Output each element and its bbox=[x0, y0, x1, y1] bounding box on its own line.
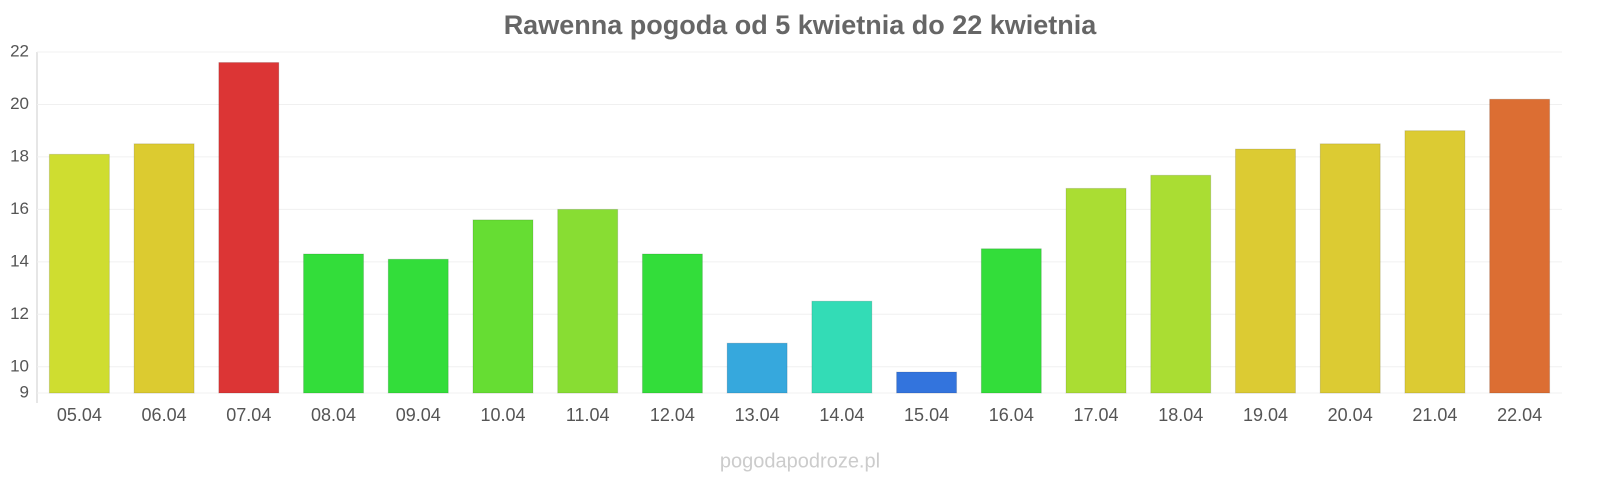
x-tick-label: 22.04 bbox=[1497, 405, 1542, 425]
x-tick-label: 09.04 bbox=[396, 405, 441, 425]
x-tick-label: 14.04 bbox=[819, 405, 864, 425]
x-tick-label: 11.04 bbox=[566, 405, 610, 425]
bar bbox=[557, 208, 619, 394]
x-tick-label: 16.04 bbox=[989, 405, 1034, 425]
x-tick-label: 15.04 bbox=[904, 405, 949, 425]
bar bbox=[48, 153, 110, 394]
x-tick-label: 08.04 bbox=[311, 405, 356, 425]
bar bbox=[980, 248, 1042, 394]
y-tick-label: 18 bbox=[10, 146, 29, 165]
x-tick-label: 07.04 bbox=[226, 405, 271, 425]
x-tick-label: 21.04 bbox=[1412, 405, 1457, 425]
x-tick-label: 05.04 bbox=[57, 405, 102, 425]
bar bbox=[896, 371, 958, 394]
bar bbox=[218, 61, 280, 394]
bar bbox=[387, 258, 449, 394]
bar bbox=[472, 219, 534, 394]
x-tick-label: 06.04 bbox=[142, 405, 187, 425]
y-tick-label: 14 bbox=[10, 251, 29, 270]
y-tick-label: 9 bbox=[20, 382, 29, 401]
y-tick-label: 12 bbox=[10, 304, 29, 323]
chart-title: Rawenna pogoda od 5 kwietnia do 22 kwiet… bbox=[504, 10, 1098, 40]
source: pogodapodroze.pl bbox=[720, 450, 880, 472]
bar bbox=[1319, 143, 1381, 394]
bar bbox=[1404, 130, 1466, 394]
bar bbox=[1234, 148, 1296, 394]
y-tick-label: 10 bbox=[10, 356, 29, 375]
x-tick-label: 13.04 bbox=[735, 405, 780, 425]
x-tick-label: 17.04 bbox=[1074, 405, 1119, 425]
x-tick-label: 20.04 bbox=[1328, 405, 1373, 425]
y-tick-label: 20 bbox=[10, 94, 29, 113]
bar bbox=[1065, 187, 1127, 394]
x-tick-label: 10.04 bbox=[480, 405, 525, 425]
y-tick-label: 16 bbox=[10, 199, 29, 218]
bar bbox=[641, 253, 703, 394]
x-tick-label: 12.04 bbox=[650, 405, 695, 425]
x-tick-label: 19.04 bbox=[1243, 405, 1288, 425]
x-tick-label: 18.04 bbox=[1158, 405, 1203, 425]
bar bbox=[1150, 174, 1212, 394]
bar bbox=[811, 300, 873, 394]
y-tick-label: 22 bbox=[10, 41, 29, 60]
bar bbox=[303, 253, 365, 394]
bar bbox=[133, 143, 195, 394]
bar bbox=[1489, 98, 1551, 394]
bar bbox=[726, 342, 788, 394]
